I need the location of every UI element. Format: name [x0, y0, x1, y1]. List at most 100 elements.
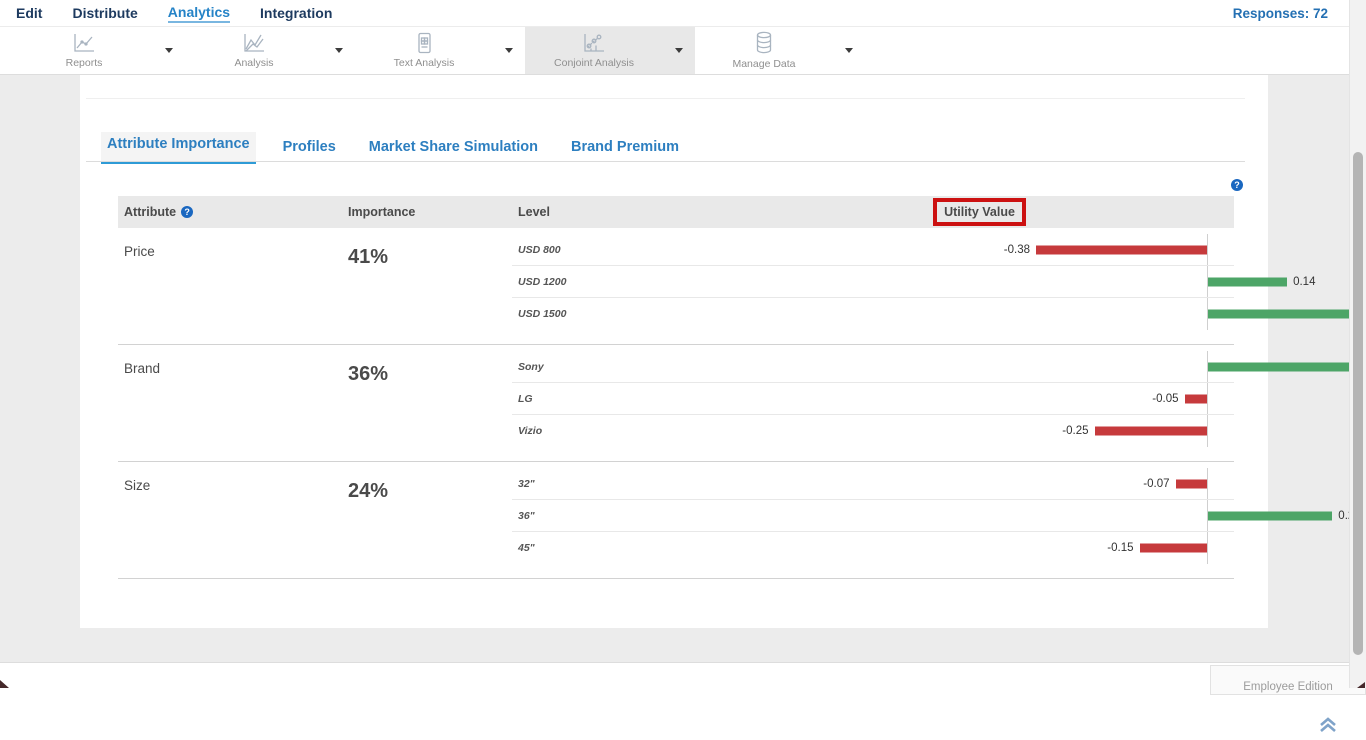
toolbar-unit-reports: Reports — [15, 27, 185, 74]
multi-line-chart-icon — [241, 32, 267, 54]
table-header-row: Attribute ? Importance Level Utility Val… — [118, 196, 1234, 228]
level-label: Vizio — [512, 425, 740, 437]
importance-value: 36% — [342, 351, 512, 447]
manage-data-button[interactable]: Manage Data — [695, 27, 833, 74]
utility-bar-cell: 0.14 — [740, 266, 1234, 297]
toolbar-unit-manage-data: Manage Data — [695, 27, 865, 74]
utility-bar-cell: -0.25 — [740, 415, 1234, 447]
importance-column-header: Importance — [342, 205, 512, 219]
utility-bar — [1208, 362, 1366, 371]
utility-bar-cell: -0.15 — [740, 532, 1234, 564]
utility-value-label: 0.14 — [1293, 276, 1315, 288]
chevron-down-icon — [335, 48, 343, 53]
level-row: 36"0.22 — [512, 500, 1234, 532]
vertical-scrollbar-thumb[interactable] — [1353, 152, 1363, 655]
nav-item-distribute[interactable]: Distribute — [72, 5, 137, 21]
utility-bar — [1208, 310, 1349, 319]
importance-value: 41% — [342, 234, 512, 330]
conjoint-analysis-dropdown-caret[interactable] — [663, 27, 695, 74]
divider — [86, 98, 1245, 99]
toolbar-button-label: Analysis — [234, 57, 273, 69]
chevron-down-icon — [505, 48, 513, 53]
page-background: Attribute Importance Profiles Market Sha… — [0, 75, 1349, 662]
utility-bar-cell: 0.22 — [740, 500, 1234, 531]
level-label: 36" — [512, 510, 740, 522]
level-row: LG -0.05 — [512, 383, 1234, 415]
reports-button[interactable]: Reports — [15, 27, 153, 74]
reports-dropdown-caret[interactable] — [153, 27, 185, 74]
importance-value: 24% — [342, 468, 512, 564]
document-grid-icon — [411, 32, 437, 54]
help-icon[interactable]: ? — [1231, 179, 1243, 191]
database-icon — [751, 31, 777, 55]
toolbar-unit-conjoint-analysis: Conjoint Analysis — [525, 27, 695, 74]
utility-bar — [1176, 479, 1208, 488]
level-row: USD 15000.25 — [512, 298, 1234, 330]
conjoint-analysis-button[interactable]: Conjoint Analysis — [525, 27, 663, 74]
attribute-name: Size — [118, 468, 342, 564]
top-navigation: Edit Distribute Analytics Integration Re… — [0, 0, 1366, 27]
chevron-down-icon — [165, 48, 173, 53]
responses-count[interactable]: Responses: 72 — [1233, 6, 1328, 21]
nav-item-edit[interactable]: Edit — [16, 5, 42, 21]
utility-value-label: -0.15 — [1107, 542, 1133, 554]
conjoint-analysis-panel: Attribute Importance Profiles Market Sha… — [80, 75, 1268, 628]
nav-item-analytics[interactable]: Analytics — [168, 4, 230, 23]
toolbar-button-label: Conjoint Analysis — [554, 57, 634, 69]
level-row: 32" -0.07 — [512, 468, 1234, 500]
conjoint-tabs: Attribute Importance Profiles Market Sha… — [107, 132, 712, 164]
tab-market-share-simulation[interactable]: Market Share Simulation — [369, 135, 538, 164]
utility-bar — [1185, 394, 1208, 403]
attribute-name: Price — [118, 234, 342, 330]
toolbar-button-label: Text Analysis — [394, 57, 455, 69]
toolbar-button-label: Reports — [66, 57, 103, 69]
utility-bar — [1140, 544, 1208, 553]
level-row: Vizio -0.25 — [512, 415, 1234, 447]
level-label: LG — [512, 393, 740, 405]
tab-attribute-importance[interactable]: Attribute Importance — [101, 132, 256, 164]
line-chart-icon — [71, 32, 97, 54]
chevron-down-icon — [675, 48, 683, 53]
level-label: 45" — [512, 542, 740, 554]
analysis-button[interactable]: Analysis — [185, 27, 323, 74]
utility-value-label: -0.05 — [1152, 393, 1178, 405]
utility-value-label: -0.38 — [1004, 244, 1030, 256]
attribute-column-header: Attribute ? — [118, 205, 342, 219]
utility-bar-cell: -0.05 — [740, 383, 1234, 414]
clipped-corner-element — [0, 680, 9, 688]
utility-column-header: Utility Value — [740, 196, 1234, 228]
utility-value-highlight-box: Utility Value — [933, 198, 1026, 226]
utility-value-label: -0.07 — [1143, 478, 1169, 490]
manage-data-dropdown-caret[interactable] — [833, 27, 865, 74]
toolbar-unit-analysis: Analysis — [185, 27, 355, 74]
utility-bar — [1095, 427, 1208, 436]
level-label: 32" — [512, 478, 740, 490]
help-icon[interactable]: ? — [181, 206, 193, 218]
vertical-scrollbar-track[interactable] — [1349, 0, 1366, 688]
double-chevron-up-icon — [1318, 715, 1338, 735]
attribute-header-label: Attribute — [124, 205, 176, 219]
level-column-header: Level — [512, 205, 740, 219]
utility-bar-cell: -0.07 — [740, 468, 1234, 499]
utility-bar-cell: 0.30 — [740, 351, 1234, 382]
analysis-dropdown-caret[interactable] — [323, 27, 355, 74]
edition-badge: Employee Edition — [1210, 665, 1366, 695]
chevron-down-icon — [845, 48, 853, 53]
scroll-to-top-button[interactable] — [1318, 715, 1338, 735]
level-row: 45" -0.15 — [512, 532, 1234, 564]
analytics-toolbar: Reports Analysis — [0, 27, 1349, 75]
toolbar-button-label: Manage Data — [732, 58, 795, 70]
utility-value-label: -0.25 — [1062, 425, 1088, 437]
level-label: USD 1200 — [512, 276, 740, 288]
text-analysis-button[interactable]: Text Analysis — [355, 27, 493, 74]
tab-brand-premium[interactable]: Brand Premium — [571, 135, 679, 164]
text-analysis-dropdown-caret[interactable] — [493, 27, 525, 74]
nav-item-integration[interactable]: Integration — [260, 5, 332, 21]
tab-profiles[interactable]: Profiles — [283, 135, 336, 164]
